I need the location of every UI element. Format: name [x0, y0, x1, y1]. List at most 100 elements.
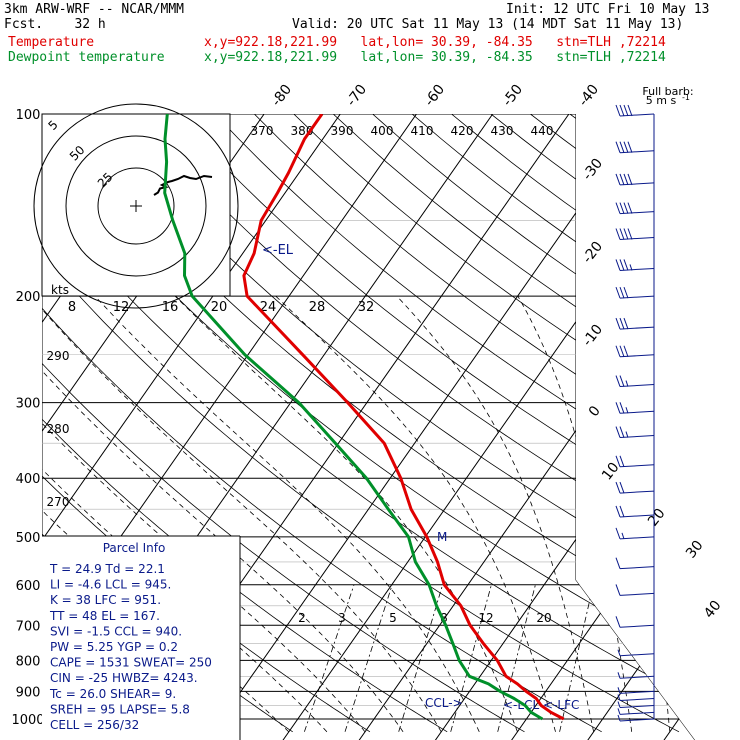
wind-barb — [615, 527, 655, 540]
wind-barb — [617, 708, 655, 715]
wind-barb — [617, 672, 655, 679]
wind-barb — [615, 455, 655, 468]
wind-barb — [615, 141, 655, 154]
wind-barb — [615, 228, 655, 240]
forecast-hour: Fcst. 32 h — [4, 17, 106, 32]
pressure-label-300: 300 — [16, 397, 41, 412]
mixing-ratio-line — [344, 584, 393, 732]
isotherm-label: -60 — [422, 82, 449, 110]
mixing-ratio-line — [398, 584, 443, 732]
theta-label: 390 — [331, 124, 354, 138]
wind-barb — [617, 694, 655, 702]
wind-barb — [617, 714, 655, 722]
mixing-ratio-label: 12 — [478, 611, 493, 625]
mixing-ratio-line — [450, 584, 492, 732]
mixing-ratio-line — [497, 584, 536, 732]
dry-adiabat — [569, 114, 695, 733]
dewpoint-trace — [163, 114, 544, 721]
parcel-info-row: CIN = -25 HWBZ= 4243. — [50, 671, 198, 685]
isotherm-label: -80 — [269, 82, 296, 110]
moist-adiabat — [42, 295, 290, 733]
parcel-info-row: CAPE = 1531 SWEAT= 250 — [50, 656, 212, 670]
init-time: Init: 12 UTC Fri 10 May 13 — [506, 2, 710, 17]
isotherm-label: -10 — [580, 322, 607, 350]
wind-barb — [615, 202, 655, 215]
isotherm — [581, 114, 695, 740]
parcel-info-row: PW = 5.25 YGP = 0.2 — [50, 640, 178, 654]
hodograph-axis-label: 32 — [358, 300, 375, 315]
dry-adiabat — [42, 114, 525, 733]
m-marker: M — [437, 530, 447, 544]
isotherm — [428, 114, 695, 740]
isotherm-label: 30 — [683, 538, 707, 562]
dry-adiabat — [530, 114, 695, 733]
parcel-info-row: T = 24.9 Td = 22.1 — [49, 562, 165, 576]
parcel-info-row: SREH = 95 LAPSE= 5.8 — [50, 702, 190, 716]
mixing-ratio-label: 20 — [536, 611, 551, 625]
isotherm-label: -30 — [580, 156, 607, 184]
lfc-marker: <-LFC — [543, 698, 579, 712]
isotherm — [42, 114, 341, 740]
isotherm — [0, 114, 36, 740]
theta-side-label: 290 — [47, 349, 70, 363]
mixing-ratio-line — [559, 584, 594, 732]
wind-barb — [615, 584, 655, 596]
dry-adiabat — [214, 114, 695, 733]
dewpoint-legend: Dewpoint temperature — [8, 50, 165, 65]
mixing-ratio-label: 8 — [440, 611, 448, 625]
wind-barb — [615, 505, 655, 518]
theta-label: 400 — [371, 124, 394, 138]
barb-legend-title: Full barb: — [642, 85, 693, 98]
wind-barb — [615, 402, 655, 414]
parcel-info-row: Tc = 26.0 SHEAR= 9. — [49, 687, 176, 701]
isotherm-label: 40 — [701, 598, 725, 622]
theta-label: 430 — [491, 124, 514, 138]
mixing-ratio-line — [304, 584, 355, 732]
hodograph-axis-label: 16 — [162, 300, 179, 315]
parcel-info-box — [42, 536, 240, 740]
parcel-info-panel: Parcel Info T = 24.9 Td = 22.1 LI = -4.6 L… — [42, 535, 241, 740]
ccl-marker: CCL-> — [425, 696, 463, 710]
isotherm — [734, 114, 740, 740]
dry-adiabat — [42, 114, 602, 733]
theta-label: 370 — [251, 124, 274, 138]
theta-label: 410 — [411, 124, 434, 138]
wind-barb — [615, 481, 655, 494]
isotherm-label: -50 — [500, 82, 527, 110]
dry-adiabat — [332, 114, 695, 733]
pressure-label-200: 200 — [16, 290, 41, 305]
dry-adiabat — [42, 114, 695, 733]
pressure-label-600: 600 — [16, 579, 41, 594]
dry-adiabat — [411, 114, 695, 733]
pressure-label-400: 400 — [16, 472, 41, 487]
hodograph-axis-label: 28 — [309, 300, 326, 315]
hodograph-axis-label: 24 — [260, 300, 277, 315]
mixing-ratio-label: 3 — [338, 611, 346, 625]
theta-side-label: 280 — [47, 422, 70, 436]
pressure-label-800: 800 — [16, 654, 41, 669]
hodograph-axis-label: 8 — [68, 300, 76, 315]
isotherm — [504, 114, 695, 740]
isotherm-label: 20 — [645, 506, 669, 530]
wind-barb — [615, 345, 655, 358]
pressure-label-1000: 1000 — [11, 713, 44, 728]
temperature-location: x,y=922.18,221.99 lat,lon= 30.39, -84.35… — [204, 35, 666, 50]
wind-barb — [615, 104, 655, 117]
wind-barb — [617, 649, 655, 657]
parcel-info-row: LI = -4.6 LCL = 945. — [50, 578, 171, 592]
valid-time: Valid: 20 UTC Sat 11 May 13 (14 MDT Sat … — [292, 17, 684, 32]
moist-adiabat — [396, 295, 594, 732]
isotherm — [657, 114, 695, 740]
parcel-info-title: Parcel Info — [103, 541, 166, 555]
lcl-marker: <-LCL — [503, 698, 539, 712]
hodograph-ring — [97, 167, 175, 245]
temperature-legend: Temperature — [8, 35, 95, 50]
hodograph-trace — [153, 174, 213, 196]
parcel-info-row: SVI = -1.5 CCL = 940. — [50, 624, 182, 638]
wind-barb — [615, 286, 655, 299]
parcel-info-row: TT = 48 EL = 167. — [49, 609, 160, 623]
moist-adiabat — [42, 295, 442, 733]
hodograph-axis-label: 20 — [211, 300, 228, 315]
barb-legend-unit: 5 m s — [646, 94, 677, 107]
